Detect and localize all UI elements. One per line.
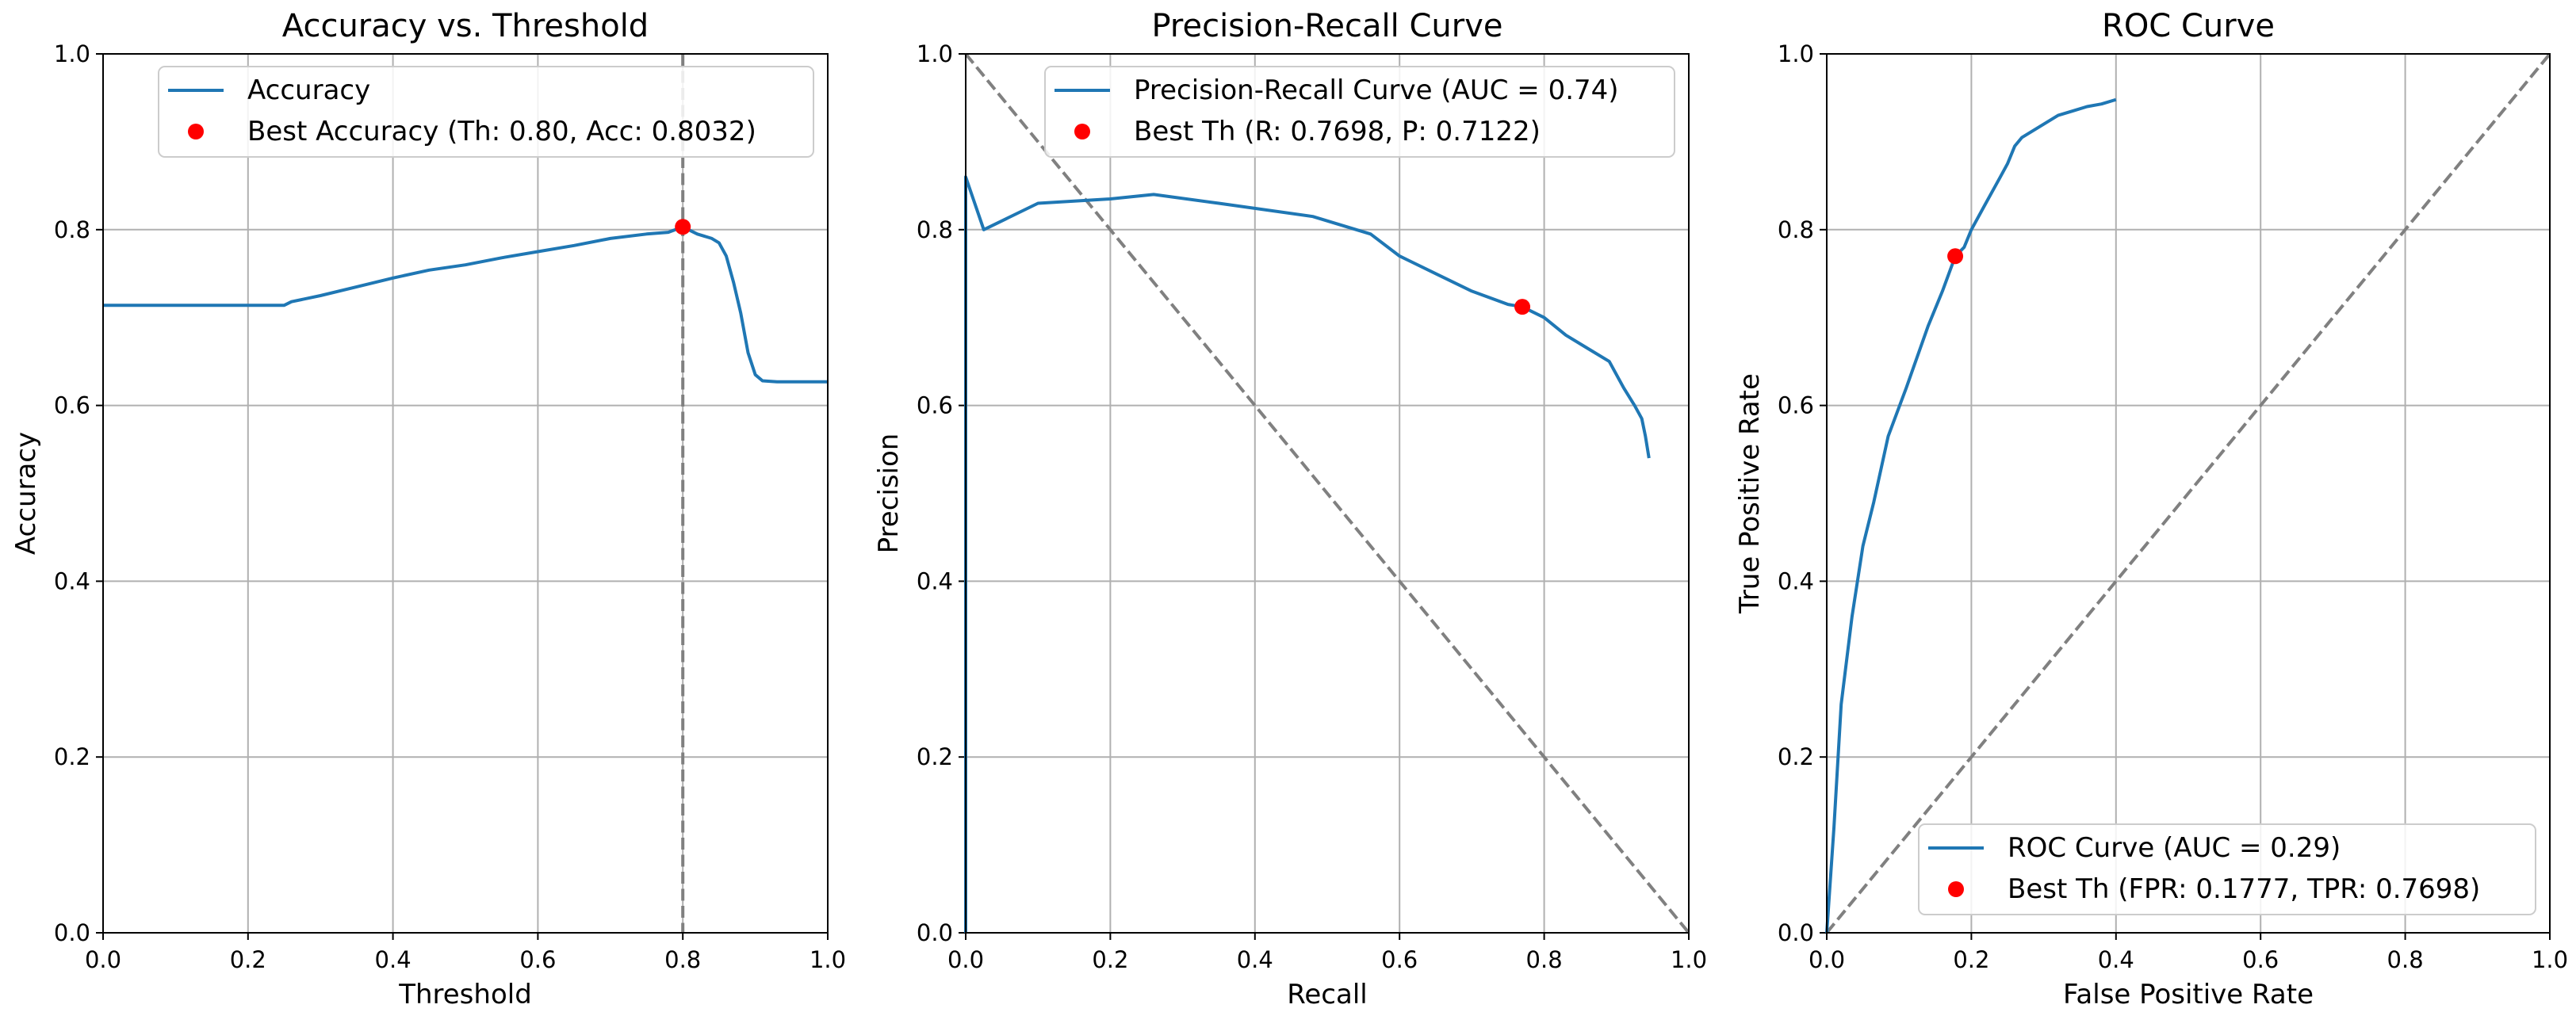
x-tick-label: 0.6 [2242,946,2279,973]
y-axis-label: Accuracy [10,432,42,555]
y-tick-label: 1.0 [917,40,953,67]
x-tick-label: 0.0 [947,946,984,973]
x-tick-label: 0.0 [1809,946,1845,973]
legend-series-label: Precision-Recall Curve (AUC = 0.74) [1134,74,1619,106]
y-axis-label: Precision [873,434,905,554]
legend-box [1044,66,1675,158]
legend-series-label: ROC Curve (AUC = 0.29) [2008,832,2341,864]
legend: Accuracy Best Accuracy (Th: 0.80, Acc: 0.… [158,66,814,158]
y-tick-label: 0.4 [1778,567,1814,594]
legend-box [1918,823,2536,915]
diagonal-reference-line [1825,52,2551,934]
x-tick-label: 0.4 [1237,946,1273,973]
legend-marker-label: Best Accuracy (Th: 0.80, Acc: 0.8032) [247,116,756,147]
x-tick-label: 0.0 [85,946,121,973]
y-axis-label: True Positive Rate [1734,373,1766,614]
chart-panel-1: 0.0 0.2 0.4 0.6 0.8 1.0 0.0 0.2 0.4 0.6 0.8 1.0 Accu… [10,8,846,1010]
legend-marker-swatch [1948,881,1964,897]
y-tick-label: 0.0 [1778,919,1814,946]
legend-marker-swatch [188,124,204,139]
plot-frame [102,53,829,934]
legend-box [158,66,814,158]
x-tick-label: 0.8 [1526,946,1563,973]
legend-marker-swatch [1074,124,1090,139]
x-axis-label: Recall [1287,979,1367,1010]
best-threshold-point [1514,299,1531,315]
y-tick-label: 0.4 [917,567,953,594]
legend-series-label: Accuracy [247,74,370,106]
legend: ROC Curve (AUC = 0.29) Best Th (FPR: 0.17… [1918,823,2536,915]
x-tick-label: 1.0 [1671,946,1707,973]
legend-marker-label: Best Th (FPR: 0.1777, TPR: 0.7698) [2008,873,2480,905]
y-tick-label: 0.6 [917,392,953,419]
x-tick-label: 0.8 [2387,946,2424,973]
y-tick-label: 0.2 [917,743,953,770]
legend-marker-label: Best Th (R: 0.7698, P: 0.7122) [1134,116,1541,147]
plot-frame [965,53,1690,934]
diagonal-reference-line [964,52,1690,934]
plot-frame [1826,53,2551,934]
y-tick-label: 0.6 [54,392,90,419]
y-tick-label: 0.2 [54,743,90,770]
x-tick-label: 0.2 [230,946,266,973]
series-line [964,175,1651,933]
y-tick-label: 0.2 [1778,743,1814,770]
x-tick-label: 0.4 [2098,946,2134,973]
series-line [1825,97,2117,934]
best-threshold-point [675,219,691,235]
legend: Precision-Recall Curve (AUC = 0.74) Best … [1044,66,1675,158]
x-axis-label: Threshold [398,979,532,1010]
y-tick-label: 0.4 [54,567,90,594]
y-tick-label: 0.0 [54,919,90,946]
x-tick-label: 0.6 [1381,946,1418,973]
y-tick-label: 1.0 [54,40,90,67]
y-tick-label: 0.8 [1778,216,1814,243]
x-axis-label: False Positive Rate [2063,979,2314,1010]
x-tick-label: 0.2 [1092,946,1128,973]
y-tick-label: 1.0 [1778,40,1814,67]
y-tick-label: 0.8 [54,216,90,243]
y-tick-label: 0.8 [917,216,953,243]
chart-title: ROC Curve [2102,8,2275,44]
x-tick-label: 1.0 [2532,946,2568,973]
chart-title: Precision-Recall Curve [1152,8,1503,44]
x-tick-label: 0.6 [519,946,556,973]
y-tick-label: 0.6 [1778,392,1814,419]
series-line [103,225,828,384]
x-tick-label: 0.8 [664,946,701,973]
chart-title: Accuracy vs. Threshold [282,8,649,44]
y-tick-label: 0.0 [917,919,953,946]
best-threshold-point [1947,248,1964,265]
x-tick-label: 1.0 [810,946,846,973]
x-tick-label: 0.2 [1953,946,1989,973]
chart-panel-2: 0.0 0.2 0.4 0.6 0.8 1.0 0.0 0.2 0.4 0.6 0.8 1.0 Prec… [873,8,1707,1010]
x-tick-label: 0.4 [375,946,411,973]
chart-panel-3: 0.0 0.2 0.4 0.6 0.8 1.0 0.0 0.2 0.4 0.6 0.8 1.0 ROC … [1734,8,2568,1010]
